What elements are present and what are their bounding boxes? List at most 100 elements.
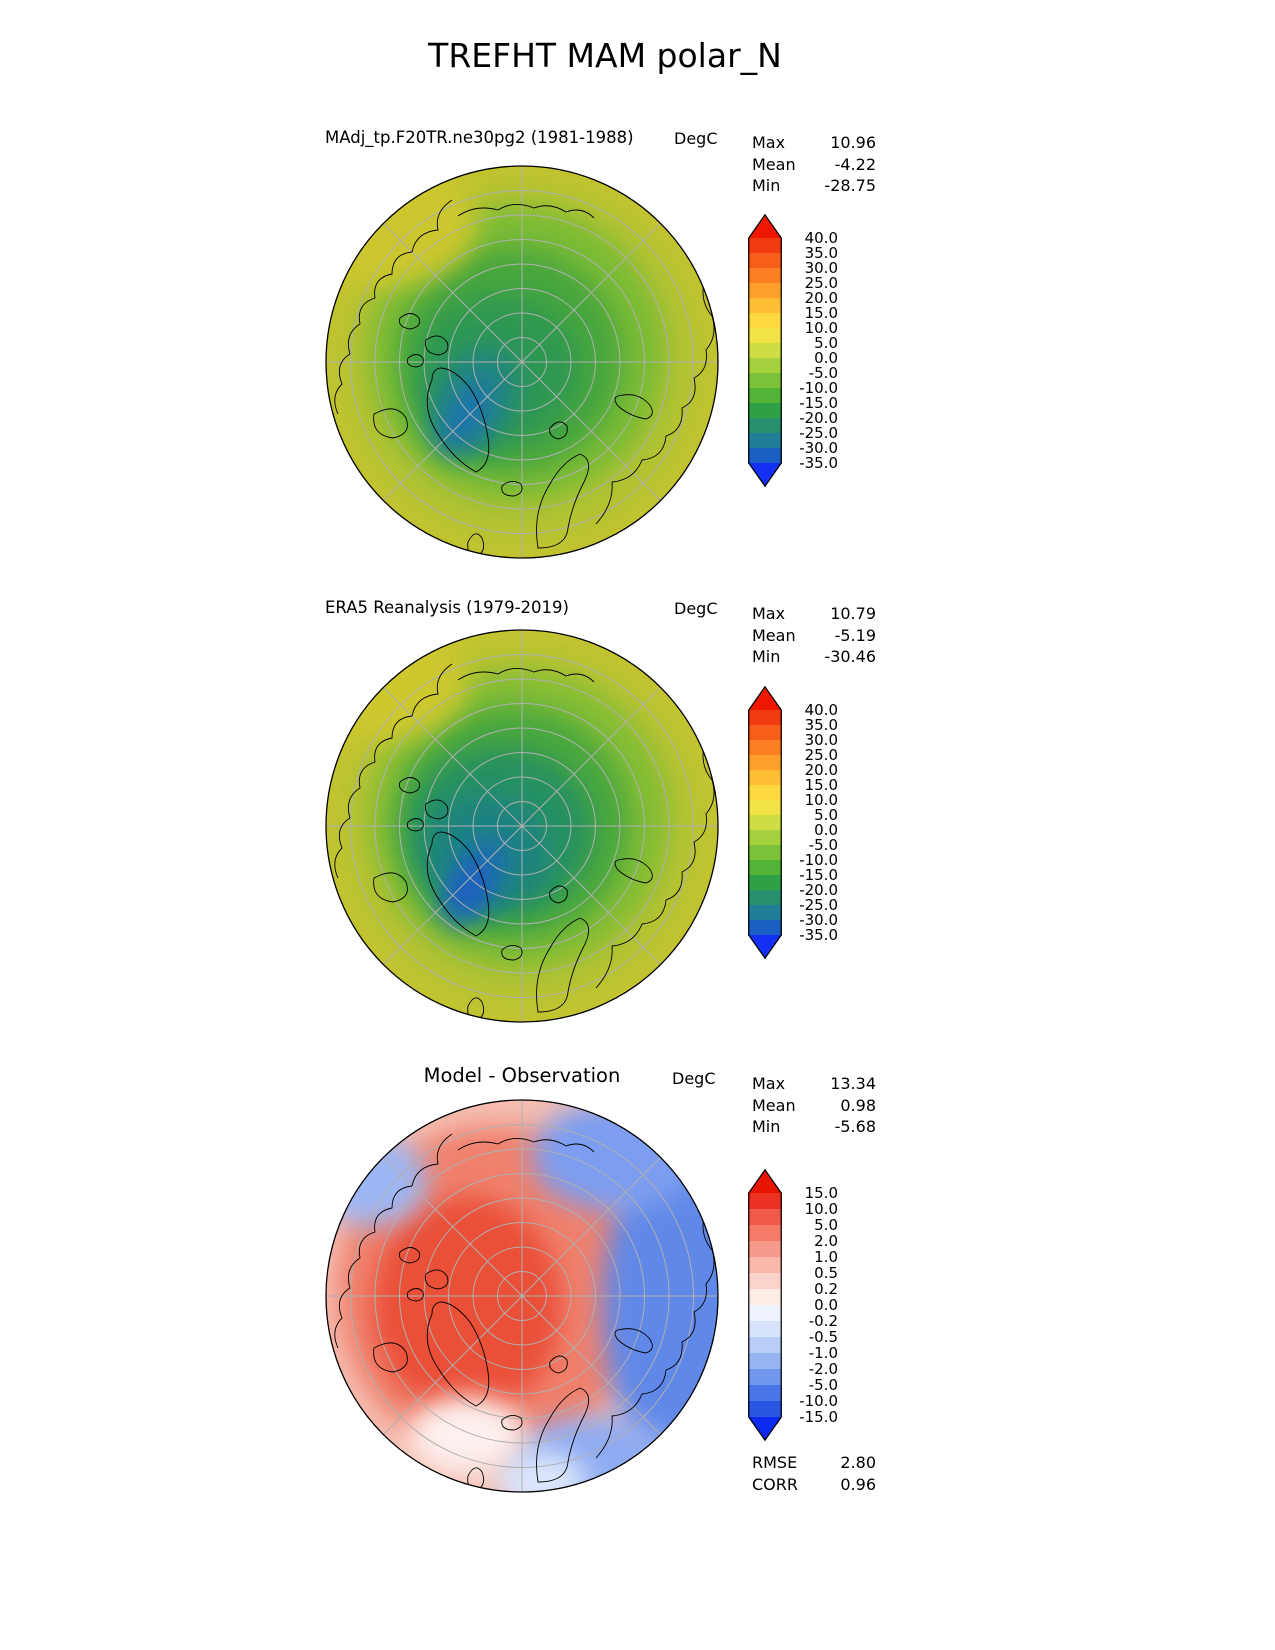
panel3-stats: Max 13.34 Mean 0.98 Min -5.68 [752,1073,876,1138]
panel2-stat-max: Max 10.79 [752,603,876,625]
svg-text:-5.0: -5.0 [809,836,838,854]
svg-text:-0.5: -0.5 [809,1328,838,1346]
panel1-map [322,162,722,562]
svg-text:-35.0: -35.0 [799,454,838,472]
stat-label: RMSE [752,1453,798,1472]
figure-title: TREFHT MAM polar_N [428,36,782,75]
panel1-units-label: DegC [674,129,718,148]
panel2-title: ERA5 Reanalysis (1979-2019) [325,598,569,617]
svg-text:0.0: 0.0 [814,821,838,839]
stat-label: CORR [752,1474,798,1494]
svg-text:-30.0: -30.0 [799,911,838,929]
panel1-stat-min: Min -28.75 [752,175,876,197]
svg-text:-5.0: -5.0 [809,1376,838,1394]
panel1-stat-max: Max 10.96 [752,132,876,154]
svg-text:0.0: 0.0 [814,349,838,367]
panel1-stats: Max 10.96 Mean -4.22 Min -28.75 [752,132,876,197]
svg-text:0.2: 0.2 [814,1280,838,1298]
stat-value: 0.98 [840,1095,876,1115]
stat-value: 10.79 [830,604,876,623]
svg-text:30.0: 30.0 [805,259,838,277]
svg-text:5.0: 5.0 [814,1216,838,1234]
svg-text:0.0: 0.0 [814,1296,838,1314]
svg-text:-15.0: -15.0 [799,866,838,884]
stat-label: Min [752,1117,781,1136]
svg-text:20.0: 20.0 [805,761,838,779]
stat-label: Mean [752,1095,796,1115]
svg-text:25.0: 25.0 [805,274,838,292]
svg-text:15.0: 15.0 [805,1184,838,1202]
svg-text:35.0: 35.0 [805,716,838,734]
stat-value: -30.46 [824,647,876,666]
polar-map-era5 [325,629,719,1023]
svg-text:35.0: 35.0 [805,244,838,262]
stat-value: -5.68 [834,1117,876,1136]
svg-text:-35.0: -35.0 [799,926,838,944]
stat-value: 13.34 [830,1074,876,1093]
svg-text:-25.0: -25.0 [799,896,838,914]
panel3-stat-mean: Mean 0.98 [752,1095,876,1117]
panel2-stat-mean: Mean -5.19 [752,625,876,647]
polar-map-model [325,165,719,559]
panel1-stat-mean: Mean -4.22 [752,154,876,176]
svg-text:-25.0: -25.0 [799,424,838,442]
svg-text:0.5: 0.5 [814,1264,838,1282]
stat-value: 2.80 [840,1453,876,1472]
stat-label: Max [752,133,786,152]
corr-row: CORR 0.96 [752,1474,876,1496]
svg-text:20.0: 20.0 [805,289,838,307]
svg-text:-2.0: -2.0 [809,1360,838,1378]
stat-value: -4.22 [834,154,876,174]
stat-label: Max [752,604,786,623]
svg-text:40.0: 40.0 [805,229,838,247]
stat-value: 10.96 [830,133,876,152]
stat-label: Mean [752,625,796,645]
panel3-title: Model - Observation [423,1064,621,1087]
svg-text:10.0: 10.0 [805,791,838,809]
panel3-colorbar: 15.0 10.0 5.0 2.0 1.0 0.5 0.2 0.0 -0.2 -0.5 -1.0 -2… [748,1168,848,1445]
svg-text:-15.0: -15.0 [799,394,838,412]
panel2-stat-min: Min -30.46 [752,646,876,668]
svg-text:-15.0: -15.0 [799,1408,838,1426]
svg-text:-1.0: -1.0 [809,1344,838,1362]
panel3-stat-min: Min -5.68 [752,1116,876,1138]
panel2-stats: Max 10.79 Mean -5.19 Min -30.46 [752,603,876,668]
svg-text:-20.0: -20.0 [799,881,838,899]
panel1-title: MAdj_tp.F20TR.ne30pg2 (1981-1988) [325,128,634,147]
panel3-units-label: DegC [672,1069,716,1088]
panel3-stat-max: Max 13.34 [752,1073,876,1095]
svg-text:-0.2: -0.2 [809,1312,838,1330]
panel1-colorbar: 40.0 35.0 30.0 25.0 20.0 15.0 10.0 5.0 0.0 -5.0 -1… [748,213,848,491]
stat-value: -28.75 [824,176,876,195]
stat-label: Min [752,176,781,195]
stat-label: Mean [752,154,796,174]
panel3-map [322,1096,722,1496]
svg-text:-20.0: -20.0 [799,409,838,427]
svg-text:30.0: 30.0 [805,731,838,749]
svg-text:-10.0: -10.0 [799,379,838,397]
panel2-colorbar: 40.0 35.0 30.0 25.0 20.0 15.0 10.0 5.0 0.0 -5.0 -1… [748,685,848,963]
stat-label: Min [752,647,781,666]
svg-text:10.0: 10.0 [805,1200,838,1218]
svg-text:25.0: 25.0 [805,746,838,764]
svg-text:10.0: 10.0 [805,319,838,337]
panel2-map [322,626,722,1026]
svg-text:2.0: 2.0 [814,1232,838,1250]
svg-text:15.0: 15.0 [805,776,838,794]
svg-text:-10.0: -10.0 [799,1392,838,1410]
svg-text:1.0: 1.0 [814,1248,838,1266]
svg-text:-10.0: -10.0 [799,851,838,869]
svg-text:15.0: 15.0 [805,304,838,322]
svg-text:5.0: 5.0 [814,806,838,824]
polar-map-difference [325,1099,719,1493]
rmse-row: RMSE 2.80 [752,1452,876,1474]
svg-text:-5.0: -5.0 [809,364,838,382]
stat-label: Max [752,1074,786,1093]
panel3-skill-stats: RMSE 2.80 CORR 0.96 [752,1452,876,1495]
svg-text:-30.0: -30.0 [799,439,838,457]
svg-text:40.0: 40.0 [805,701,838,719]
stat-value: 0.96 [840,1474,876,1494]
panel2-units-label: DegC [674,599,718,618]
svg-text:5.0: 5.0 [814,334,838,352]
